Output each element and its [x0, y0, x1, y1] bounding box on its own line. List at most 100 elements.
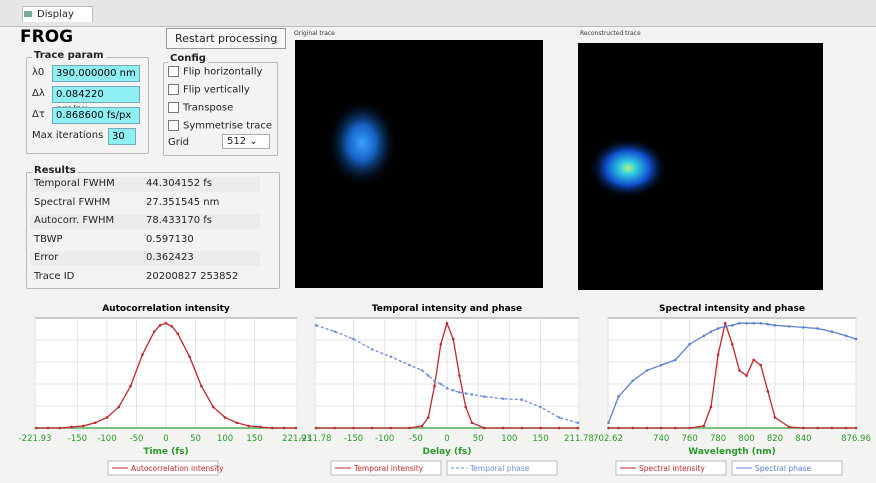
- x-tick-label: 150: [246, 434, 262, 444]
- point: [283, 427, 286, 430]
- point: [738, 322, 741, 325]
- point: [816, 427, 819, 430]
- point: [271, 427, 274, 430]
- point: [731, 343, 734, 346]
- point: [471, 393, 474, 396]
- x-tick-label: 50: [473, 434, 484, 444]
- point: [558, 416, 561, 419]
- checkbox-option[interactable]: Transpose: [168, 102, 233, 114]
- x-axis-label: Delay (fs): [423, 447, 472, 457]
- point: [483, 395, 486, 398]
- point: [607, 421, 610, 424]
- field-input[interactable]: 0.084220 nm/px: [52, 86, 140, 103]
- point: [390, 427, 393, 430]
- point: [129, 385, 132, 388]
- point: [259, 426, 262, 429]
- point: [767, 323, 770, 326]
- x-tick-label: 702.62: [593, 434, 623, 444]
- point: [177, 332, 180, 335]
- x-tick-label: -50: [409, 434, 423, 444]
- point: [752, 359, 755, 362]
- checkbox[interactable]: [168, 84, 179, 95]
- x-tick-label: -50: [130, 434, 144, 444]
- point: [502, 397, 505, 400]
- point: [458, 391, 461, 394]
- x-tick-label: -100: [375, 434, 394, 444]
- field-input[interactable]: 0.868600 fs/px: [52, 107, 140, 124]
- point: [446, 322, 449, 325]
- x-tick-label: 780: [710, 434, 726, 444]
- result-value: 78.433170 fs: [146, 215, 212, 226]
- point: [845, 335, 848, 338]
- field-input[interactable]: 390.000000 nm: [52, 65, 140, 82]
- point: [458, 374, 461, 377]
- checkbox-option[interactable]: Flip vertically: [168, 84, 250, 96]
- point: [617, 395, 620, 398]
- point: [703, 425, 706, 428]
- option-label: Transpose: [183, 103, 233, 114]
- legend-label: Temporal phase: [469, 464, 530, 473]
- point: [688, 343, 691, 346]
- field-label: λ0: [32, 67, 44, 78]
- option-label: Symmetrise trace: [183, 121, 272, 132]
- point: [520, 427, 523, 430]
- point: [745, 374, 748, 377]
- point: [390, 355, 393, 358]
- point: [577, 421, 580, 424]
- x-tick-label: 800: [738, 434, 754, 444]
- point: [446, 387, 449, 390]
- point: [58, 427, 61, 430]
- point: [452, 338, 455, 341]
- point: [767, 390, 770, 393]
- trace-blob: [580, 106, 740, 230]
- point: [788, 426, 791, 429]
- point: [483, 427, 486, 430]
- point: [539, 406, 542, 409]
- result-label: Spectral FWHM: [34, 197, 110, 208]
- result-value: 0.597130: [146, 234, 194, 245]
- checkbox-option[interactable]: Symmetrise trace: [168, 120, 272, 132]
- point: [315, 427, 318, 430]
- point: [831, 427, 834, 430]
- checkbox-option[interactable]: Flip horizontally: [168, 66, 262, 78]
- point: [855, 427, 858, 430]
- point: [427, 374, 430, 377]
- point: [35, 427, 38, 430]
- point: [159, 324, 162, 327]
- point: [165, 322, 168, 325]
- point: [710, 406, 713, 409]
- point: [660, 364, 663, 367]
- x-tick-label: 840: [795, 434, 811, 444]
- result-value: 44.304152 fs: [146, 178, 212, 189]
- point: [802, 326, 805, 329]
- result-value: 0.362423: [146, 252, 194, 263]
- point: [421, 425, 424, 428]
- point: [82, 425, 85, 428]
- field-input[interactable]: 30: [108, 128, 136, 145]
- result-label: Error: [34, 252, 58, 263]
- x-tick-label: -150: [344, 434, 363, 444]
- point: [106, 416, 109, 419]
- checkbox[interactable]: [168, 102, 179, 113]
- option-label: Flip vertically: [183, 85, 250, 96]
- x-tick-label: 150: [532, 434, 548, 444]
- point: [717, 353, 720, 356]
- x-axis-label: Time (fs): [143, 447, 188, 457]
- checkbox[interactable]: [168, 120, 179, 131]
- point: [352, 427, 355, 430]
- point: [738, 369, 741, 372]
- point: [703, 335, 706, 338]
- checkbox[interactable]: [168, 66, 179, 77]
- point: [433, 385, 436, 388]
- result-value: 20200827 253852: [146, 271, 238, 282]
- point: [558, 427, 561, 430]
- point: [427, 416, 430, 419]
- x-tick-label: 876.96: [841, 434, 871, 444]
- point: [421, 369, 424, 372]
- app-window: Display FROG Restart processing Trace pa…: [0, 0, 876, 483]
- x-tick-label: 100: [217, 434, 233, 444]
- x-tick-label: 0: [444, 434, 449, 444]
- point: [759, 364, 762, 367]
- point: [710, 330, 713, 333]
- point: [212, 406, 215, 409]
